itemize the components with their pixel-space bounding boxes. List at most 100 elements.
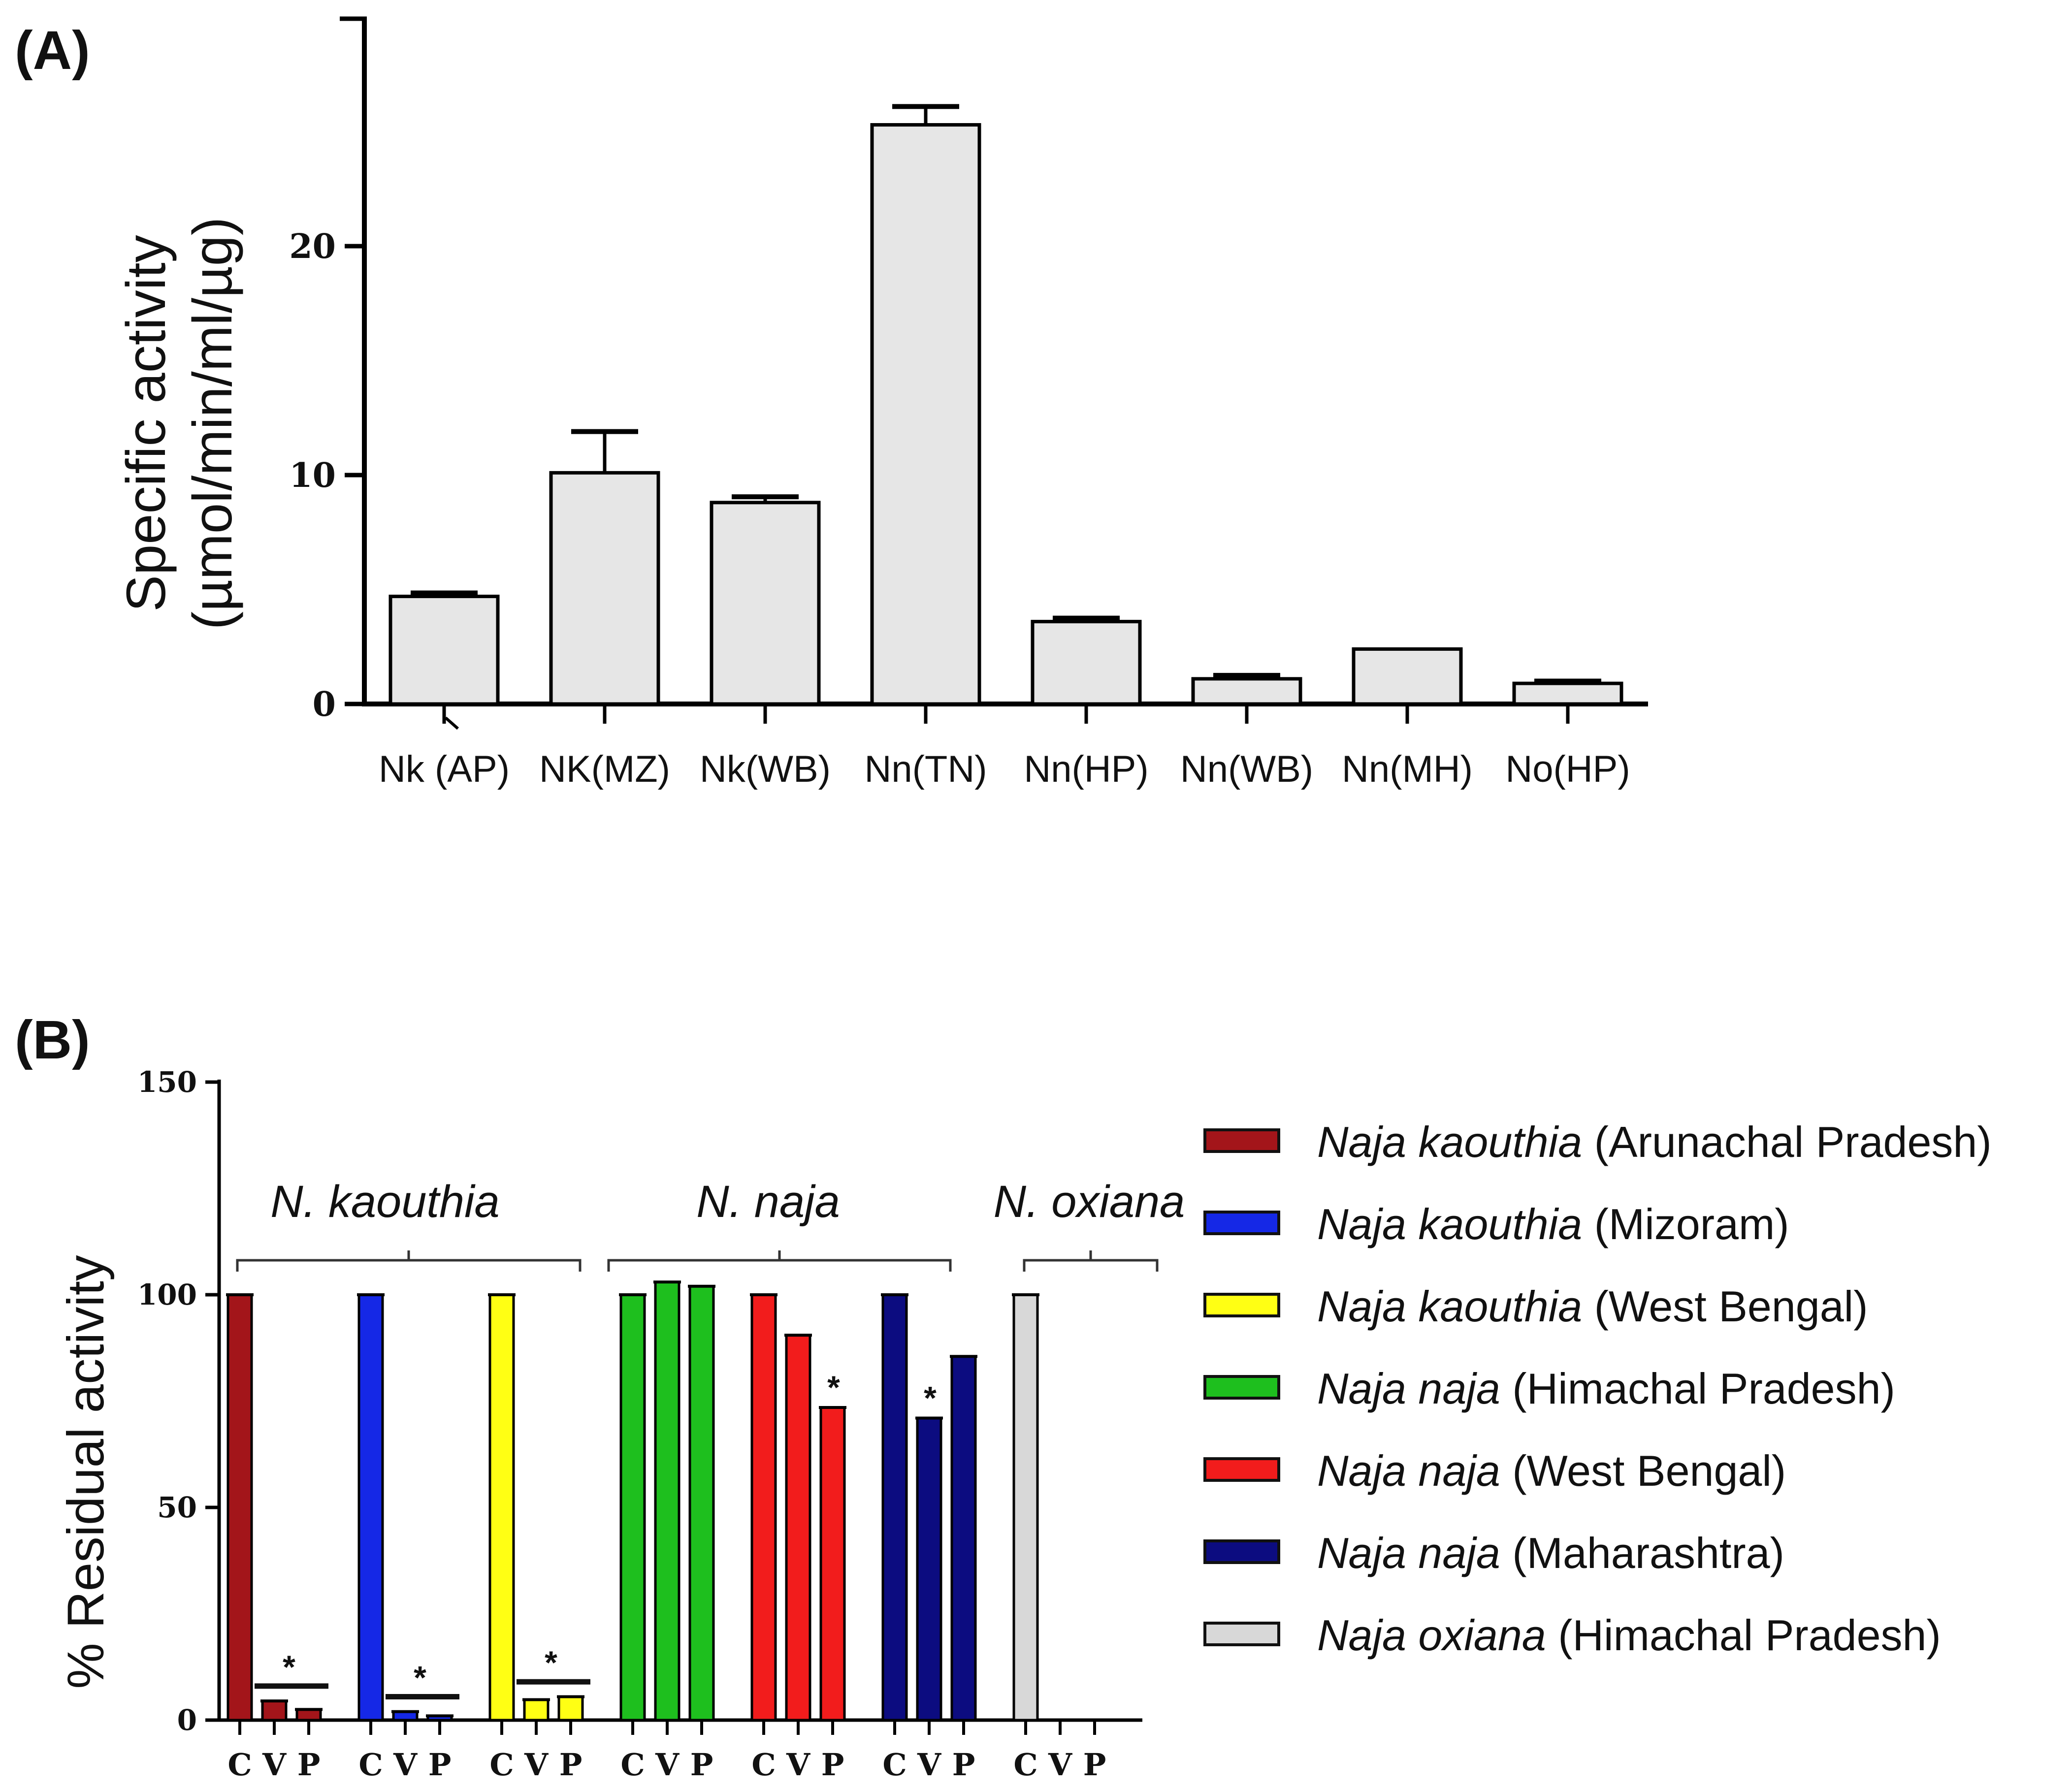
panel-b-xtick-label: P: [559, 1747, 583, 1783]
panel-a-ylabel-line1: Specific activity: [115, 235, 177, 612]
panel-a: (A) Specific activity (µmol/min/ml/µg) 0…: [15, 16, 1648, 790]
panel-a-bar: [870, 123, 981, 706]
panel-a-xtick-label: Nk(WB): [700, 748, 831, 790]
legend-entry: Naja naja (Maharashtra): [1317, 1529, 1784, 1577]
panel-b-bar: [785, 1334, 811, 1722]
bracket-n-oxiana: [1023, 1250, 1159, 1272]
legend-swatch: [1203, 1293, 1280, 1317]
panel-b-ylabel: % Residual activity: [57, 1255, 115, 1689]
legend-swatch: [1203, 1622, 1280, 1646]
bracket-n-kaouthia: [236, 1250, 582, 1272]
group-label-n-naja: N. naja: [696, 1177, 840, 1227]
panel-a-xtick-label: Nk (AP): [379, 748, 510, 790]
panel-b-xtick-label: V: [524, 1747, 549, 1783]
panel-a-bar: [388, 594, 500, 706]
legend-entry: Naja naja (West Bengal): [1317, 1446, 1786, 1495]
legend-species: Naja naja: [1317, 1364, 1500, 1413]
legend-entry: Naja naja (Himachal Pradesh): [1317, 1364, 1895, 1413]
legend-species: Naja kaouthia: [1317, 1282, 1582, 1331]
panel-b-significance-star: *: [414, 1659, 426, 1695]
panel-b: (B) % Residual activity N. kaouthia N. n…: [15, 1010, 1992, 1783]
panel-b-significance-star: *: [924, 1380, 937, 1416]
panel-b-xtick-label: P: [690, 1747, 713, 1783]
legend-species: Naja kaouthia: [1317, 1200, 1582, 1248]
panel-b-xtick-label: V: [917, 1747, 941, 1783]
legend-species: Naja oxiana: [1317, 1611, 1546, 1660]
legend-swatch: [1203, 1375, 1280, 1400]
panel-b-xtick-label: P: [1083, 1747, 1106, 1783]
panel-b-bar: [916, 1417, 942, 1722]
panel-a-bar: [1352, 647, 1463, 706]
panel-b-significance-star: *: [283, 1649, 295, 1685]
group-label-n-kaouthia: N. kaouthia: [270, 1177, 499, 1227]
panel-b-xtick-label: P: [952, 1747, 975, 1783]
panel-a-xtick-label: Nn(MH): [1342, 748, 1473, 790]
legend-region: (Maharashtra): [1500, 1529, 1784, 1577]
panel-b-label: (B): [15, 1010, 90, 1070]
panel-b-bar: [357, 1293, 384, 1722]
legend-region: (Himachal Pradesh): [1500, 1364, 1895, 1413]
panel-a-xtick-label: Nn(TN): [864, 748, 987, 790]
legend-swatch: [1203, 1539, 1280, 1564]
panel-b-significance-star: *: [827, 1369, 840, 1406]
panel-a-ytick-label: 20: [289, 227, 336, 266]
panel-a-label: (A): [15, 20, 90, 81]
legend-region: (Mizoram): [1582, 1200, 1789, 1248]
panel-b-xtick-label: C: [227, 1747, 252, 1783]
panel-b-significance-star: *: [545, 1644, 557, 1681]
panel-a-bar: [549, 471, 660, 706]
panel-a-bar: [1512, 681, 1623, 706]
panel-b-xtick-label: V: [655, 1747, 680, 1783]
legend-region: (West Bengal): [1500, 1446, 1786, 1495]
panel-b-xtick-label: V: [1048, 1747, 1072, 1783]
panel-a-ytick-label: 10: [289, 456, 336, 495]
legend-swatch: [1203, 1128, 1280, 1153]
panel-b-bar: [819, 1406, 846, 1722]
legend-region: (Arunachal Pradesh): [1582, 1118, 1992, 1166]
panel-b-bar: [654, 1280, 680, 1722]
legend-entry: Naja kaouthia (Arunachal Pradesh): [1317, 1118, 1992, 1166]
panel-b-xtick-label: C: [751, 1747, 776, 1783]
panel-b-bar: [261, 1699, 288, 1722]
legend-species: Naja naja: [1317, 1446, 1500, 1495]
panel-b-bar: [488, 1293, 515, 1722]
panel-b-xtick-label: V: [262, 1747, 287, 1783]
panel-b-xtick-label: P: [821, 1747, 844, 1783]
group-label-n-oxiana: N. oxiana: [994, 1177, 1185, 1227]
legend-entry: Naja kaouthia (Mizoram): [1317, 1200, 1789, 1248]
panel-b-bar: [295, 1708, 322, 1722]
panel-b-ytick-label: 0: [177, 1703, 197, 1737]
panel-b-bar: [750, 1293, 777, 1722]
panel-b-ytick-label: 150: [137, 1065, 197, 1099]
panel-b-xtick-label: P: [428, 1747, 452, 1783]
legend-swatch: [1203, 1211, 1280, 1235]
panel-b-bar: [950, 1355, 977, 1722]
panel-a-ytick-label: 0: [313, 685, 336, 724]
panel-b-bar: [1012, 1293, 1039, 1722]
panel-b-bar: [881, 1293, 908, 1722]
panel-b-bar: [688, 1285, 715, 1722]
panel-b-xtick-label: C: [1013, 1747, 1037, 1783]
panel-a-stray-mark: [445, 716, 459, 730]
legend-species: Naja naja: [1317, 1529, 1500, 1577]
legend-entry: Naja oxiana (Himachal Pradesh): [1317, 1611, 1941, 1660]
panel-b-bar: [523, 1698, 550, 1722]
panel-b-xtick-label: V: [393, 1747, 418, 1783]
panel-a-bar: [710, 501, 821, 706]
bracket-n-naja: [607, 1250, 952, 1272]
panel-a-bar: [1031, 620, 1142, 706]
panel-b-xtick-label: C: [489, 1747, 514, 1783]
legend-region: (Himachal Pradesh): [1546, 1611, 1941, 1660]
panel-b-xtick-label: C: [882, 1747, 906, 1783]
panel-b-bar: [227, 1293, 253, 1722]
panel-b-xtick-label: V: [786, 1747, 810, 1783]
panel-b-xtick-label: C: [620, 1747, 645, 1783]
panel-b-xtick-label: P: [297, 1747, 321, 1783]
panel-b-ytick-label: 50: [157, 1491, 197, 1524]
panel-a-ylabel-line2: (µmol/min/ml/µg): [182, 217, 243, 630]
panel-a-xtick-label: No(HP): [1505, 748, 1630, 790]
panel-a-xtick-label: Nn(WB): [1180, 748, 1313, 790]
panel-b-bar: [557, 1695, 584, 1722]
panel-a-xtick-label: NK(MZ): [539, 748, 670, 790]
